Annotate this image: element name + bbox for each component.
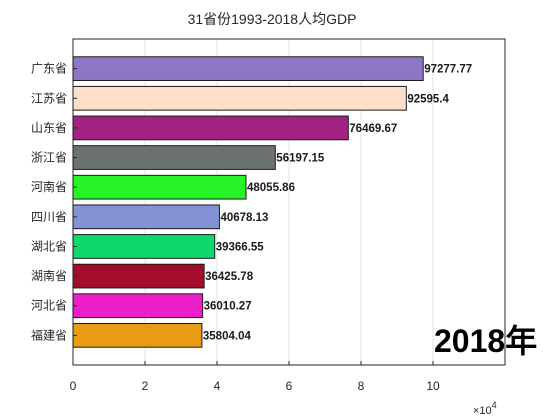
bar-5: [72, 174, 247, 200]
x-tick-label: 6: [286, 379, 293, 393]
category-label: 湖南省: [31, 268, 67, 283]
category-label: 广东省: [31, 62, 67, 76]
data-label: 35804.04: [203, 330, 252, 342]
category-label: 山东省: [31, 121, 67, 135]
category-label: 河北省: [31, 299, 67, 313]
category-label: 江苏省: [31, 91, 67, 105]
data-label: 56197.15: [276, 153, 325, 165]
category-label: 四川省: [31, 210, 67, 224]
x-tick-label: 0: [70, 379, 77, 393]
data-label: 40678.13: [220, 212, 268, 224]
bar-3: [72, 115, 349, 141]
x-tick-label: 10: [426, 379, 440, 393]
bar-7: [72, 234, 216, 259]
x-axis-exponent: ×104: [473, 400, 497, 417]
bar-6: [72, 204, 220, 230]
data-label: 92595.4: [407, 93, 449, 105]
category-label: 湖北省: [31, 238, 67, 253]
bar-1: [72, 56, 424, 81]
value-labels: 97277.77 92595.4 76469.67 56197.15 48055.86 4…: [203, 64, 472, 343]
data-label: 39366.55: [216, 241, 265, 253]
x-tick-label: 4: [214, 379, 221, 393]
data-label: 48055.86: [247, 182, 295, 194]
category-label: 河南省: [31, 179, 67, 194]
data-label: 76469.67: [349, 123, 397, 135]
bar-8: [72, 263, 205, 289]
bars: [72, 56, 424, 348]
data-label: 36010.27: [204, 301, 252, 313]
x-axis-exponent-base: ×10: [473, 405, 492, 417]
x-axis-exponent-power: 4: [492, 400, 497, 410]
year-label: 2018年: [434, 323, 537, 359]
category-label: 浙江省: [31, 151, 67, 165]
x-axis: 0 2 4 6 8 10: [70, 361, 440, 393]
chart-title: 31省份1993-2018人均GDP: [188, 11, 357, 27]
x-tick-label: 2: [142, 379, 149, 393]
data-label: 97277.77: [424, 64, 472, 76]
bar-4: [72, 145, 276, 170]
data-label: 36425.78: [205, 271, 254, 283]
bar-9: [72, 293, 204, 319]
bar-10: [72, 323, 203, 348]
bar-2: [72, 85, 407, 111]
x-tick-label: 8: [358, 379, 365, 393]
category-label: 福建省: [31, 327, 67, 342]
